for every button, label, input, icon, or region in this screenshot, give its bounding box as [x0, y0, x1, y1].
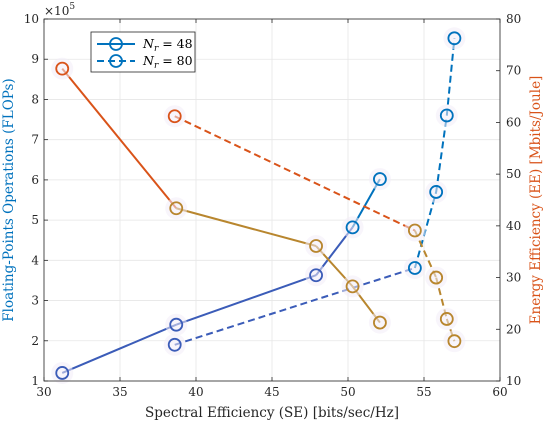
right-y-tick-label: 60: [506, 115, 521, 129]
series-segment: [435, 115, 448, 193]
data-point: [309, 268, 323, 283]
data-point: [373, 315, 387, 330]
data-point-halo: [425, 266, 448, 289]
series-right-dashed: [163, 105, 466, 353]
series-segment: [445, 38, 456, 116]
data-point: [429, 270, 444, 285]
data-point: [439, 108, 454, 123]
data-point-halo: [165, 197, 188, 220]
left-y-tick-label: 9: [31, 52, 39, 66]
data-point: [373, 172, 387, 186]
data-point: [447, 31, 462, 46]
data-point-halo: [51, 57, 74, 80]
legend-marker: [109, 54, 123, 68]
data-point: [169, 317, 184, 332]
data-point-halo: [443, 27, 466, 50]
legend-box: [90, 31, 196, 73]
legend-label: Nr = 48: [142, 36, 193, 54]
series-segment: [61, 323, 177, 374]
right-y-tick-label: 30: [506, 271, 521, 285]
right-y-tick-label: 80: [506, 12, 521, 26]
left-y-tick-label: 8: [31, 92, 39, 106]
left-y-tick-label: 1: [31, 374, 39, 388]
left-axis-title: Floating-Points Operations (FLOPs): [1, 78, 17, 321]
data-point: [345, 279, 360, 294]
series-segment: [413, 230, 438, 278]
data-point-halo: [403, 219, 426, 242]
series-segment: [61, 68, 178, 209]
left-y-tick-label: 3: [31, 294, 39, 308]
x-tick-label: 35: [112, 385, 127, 399]
data-point-halo: [305, 264, 328, 287]
data-point-halo: [341, 216, 364, 239]
data-point-halo: [305, 235, 328, 258]
data-point-halo: [403, 256, 426, 279]
right-y-tick-label: 20: [506, 322, 521, 336]
x-tick-label: 30: [36, 385, 51, 399]
right-axis-title: Energy Efficiency (EE) [Mbits/Joule]: [528, 76, 544, 325]
x-tick-label: 60: [492, 385, 507, 399]
data-point: [345, 220, 360, 235]
data-point-halo: [341, 275, 364, 298]
series-segment: [175, 274, 317, 326]
series-left-solid: [51, 168, 391, 384]
left-y-tick-label: 6: [31, 173, 39, 187]
x-tick-label: 50: [340, 385, 355, 399]
data-point-halo: [368, 168, 391, 191]
left-axis-exponent: ×105: [44, 2, 75, 18]
ticks: 30 35 40 45 50 55 6012345678910102030405060708…: [24, 12, 522, 399]
data-point-halo: [163, 333, 186, 356]
data-point: [429, 185, 444, 199]
data-point: [169, 201, 184, 216]
left-y-tick-label: 7: [31, 133, 39, 147]
data-point-halo: [51, 361, 74, 384]
data-point-halo: [435, 104, 458, 127]
data-point: [309, 239, 323, 253]
data-point: [407, 261, 422, 275]
right-y-tick-label: 70: [506, 64, 521, 78]
right-y-tick-label: 40: [506, 219, 521, 233]
data-point: [439, 312, 454, 326]
legend-label: Nr = 80: [142, 53, 193, 71]
right-y-tick-label: 10: [506, 374, 521, 388]
x-tick-label: 55: [416, 385, 431, 399]
data-point-halo: [368, 311, 391, 334]
x-axis-title: Spectral Efficiency (SE) [bits/sec/Hz]: [145, 405, 399, 421]
right-y-tick-label: 50: [506, 167, 521, 181]
x-tick-label: 45: [264, 385, 279, 399]
series-right-solid: [51, 57, 391, 334]
data-point: [447, 334, 462, 349]
data-point-halo: [425, 180, 448, 203]
data-point: [55, 366, 70, 380]
left-y-tick-label: 5: [31, 213, 39, 227]
data-point-halo: [435, 307, 458, 330]
left-y-tick-label: 2: [31, 334, 39, 348]
data-point: [167, 337, 182, 352]
data-point: [407, 223, 422, 238]
series-segment: [175, 207, 317, 247]
left-y-tick-label: 4: [31, 253, 39, 267]
data-point-halo: [443, 330, 466, 353]
x-tick-label: 40: [188, 385, 203, 399]
series-layer: [51, 27, 466, 384]
legend-marker: [109, 37, 123, 51]
series-left-dashed: [163, 27, 466, 356]
data-point-halo: [163, 105, 186, 128]
left-y-tick-label: 10: [24, 12, 39, 26]
data-point-halo: [165, 313, 188, 336]
series-segment: [174, 267, 416, 346]
data-point: [167, 109, 182, 124]
data-point: [55, 61, 70, 76]
series-segment: [174, 115, 416, 232]
